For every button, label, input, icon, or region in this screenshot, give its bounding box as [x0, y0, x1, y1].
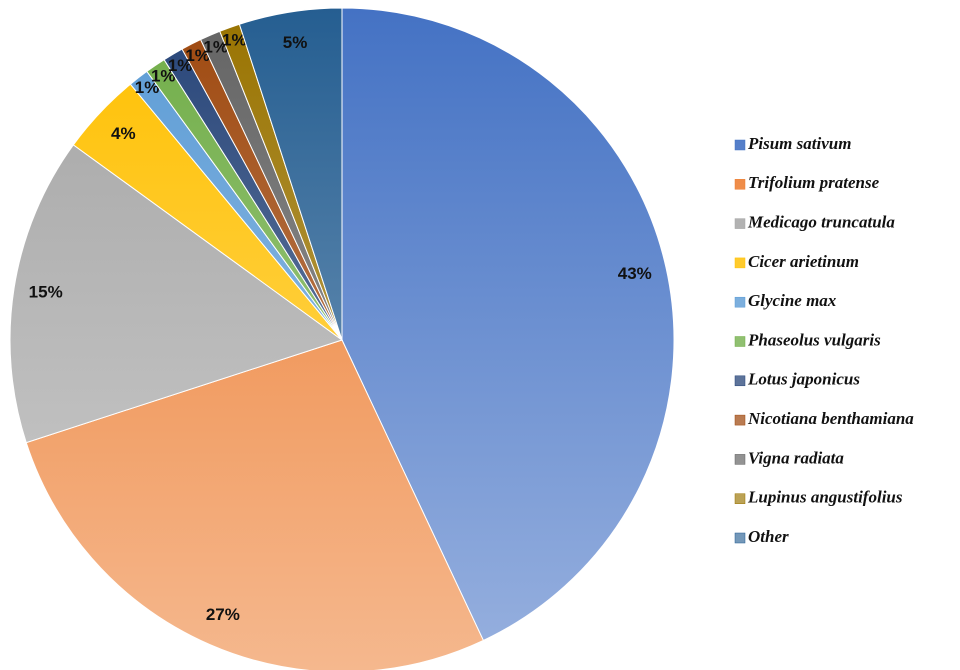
data-label: 15%: [29, 283, 63, 302]
data-label: 1%: [185, 46, 210, 65]
data-label: 5%: [283, 33, 308, 52]
legend-swatch: [734, 375, 746, 387]
data-label: 1%: [151, 66, 176, 85]
legend-label: Lupinus angustifolius: [747, 488, 903, 507]
legend-swatch: [734, 493, 746, 504]
data-label: 1%: [203, 38, 228, 57]
legend-swatch: [734, 414, 746, 426]
data-label: 27%: [206, 605, 240, 624]
legend-label: Trifolium pratense: [748, 173, 880, 192]
legend-label: Vigna radiata: [748, 448, 844, 467]
legend-label: Lotus japonicus: [747, 370, 860, 389]
legend-label: Phaseolus vulgaris: [747, 330, 881, 349]
data-label: 1%: [135, 78, 160, 97]
legend-swatch: [734, 532, 746, 544]
data-label: 43%: [618, 264, 652, 283]
data-label: 1%: [222, 30, 247, 49]
legend-swatch: [734, 296, 746, 308]
legend-swatch: [734, 336, 746, 347]
legend-label: Pisum sativum: [747, 134, 851, 153]
legend-label: Nicotiana benthamiana: [747, 409, 914, 428]
legend-label: Cicer arietinum: [748, 252, 859, 271]
legend-swatch: [734, 218, 746, 229]
legend-label: Glycine max: [748, 291, 837, 310]
data-label: 1%: [168, 56, 193, 75]
legend-swatch: [734, 454, 746, 465]
legend-swatch: [734, 257, 746, 269]
legend-swatch: [734, 139, 746, 151]
legend-label: Other: [748, 527, 789, 546]
pie-slice: [238, 7, 343, 341]
legend-swatch: [734, 179, 746, 190]
pie-slice: [341, 7, 675, 642]
data-label: 4%: [111, 124, 136, 143]
pie-slice: [25, 339, 485, 670]
legend-label: Medicago truncatula: [747, 213, 895, 232]
pie-slice: [9, 144, 344, 444]
